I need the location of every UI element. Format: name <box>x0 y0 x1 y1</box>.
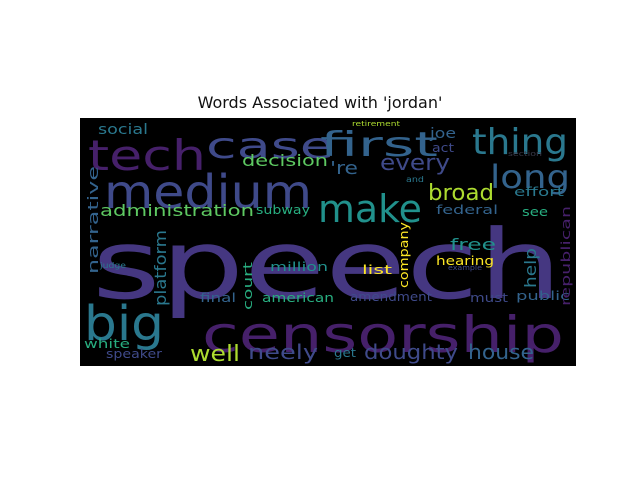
word-24: free <box>450 235 496 254</box>
word-23: platform <box>151 230 170 306</box>
word-13: every <box>380 151 450 176</box>
word-17: 're <box>330 158 358 179</box>
word-41: must <box>470 291 508 305</box>
word-47: judge <box>99 261 126 270</box>
word-8: make <box>318 187 422 231</box>
word-15: decision <box>242 151 328 170</box>
word-49: retirement <box>352 120 400 128</box>
word-5: case <box>206 126 334 167</box>
word-cloud: speech censorship medium tech case first thing… <box>80 118 576 366</box>
word-6: first <box>320 125 438 165</box>
word-31: see <box>522 205 548 219</box>
word-10: long <box>490 158 570 196</box>
word-37: court <box>241 262 255 310</box>
word-42: public <box>516 289 570 303</box>
word-40: amendment <box>350 290 432 304</box>
word-39: american <box>262 291 334 305</box>
word-21: well <box>190 342 240 366</box>
word-14: broad <box>428 181 494 206</box>
word-33: company <box>397 222 411 288</box>
word-43: republican <box>559 206 573 306</box>
chart-title: Words Associated with 'jordan' <box>197 93 443 112</box>
word-20: neely <box>248 340 318 364</box>
word-48: example <box>448 264 482 272</box>
word-9: big <box>84 296 164 352</box>
word-30: federal <box>436 203 498 217</box>
word-7: thing <box>472 122 568 163</box>
word-1: speech <box>92 209 562 321</box>
word-2: censorship <box>202 306 564 364</box>
word-35: list <box>362 263 393 277</box>
word-25: help <box>521 248 540 288</box>
word-50: section <box>508 150 542 158</box>
word-26: social <box>98 122 148 138</box>
word-22: narrative <box>86 166 102 274</box>
word-46: get <box>334 346 356 360</box>
word-27: joe <box>429 126 456 142</box>
word-51: and <box>406 175 424 184</box>
word-32: subway <box>256 203 310 217</box>
word-19: house <box>468 340 534 364</box>
word-44: white <box>84 337 130 351</box>
word-3: medium <box>104 165 312 219</box>
word-45: speaker <box>106 347 162 361</box>
word-34: hearing <box>436 254 494 268</box>
word-28: act <box>432 141 454 155</box>
word-29: effort <box>514 185 564 199</box>
word-12: ` <box>454 118 474 169</box>
word-16: administration <box>100 201 254 220</box>
word-18: doughty <box>364 340 458 364</box>
word-36: million <box>270 260 328 274</box>
word-38: final <box>200 291 236 305</box>
word-4: tech <box>88 131 206 180</box>
word-11: ` <box>348 118 370 169</box>
